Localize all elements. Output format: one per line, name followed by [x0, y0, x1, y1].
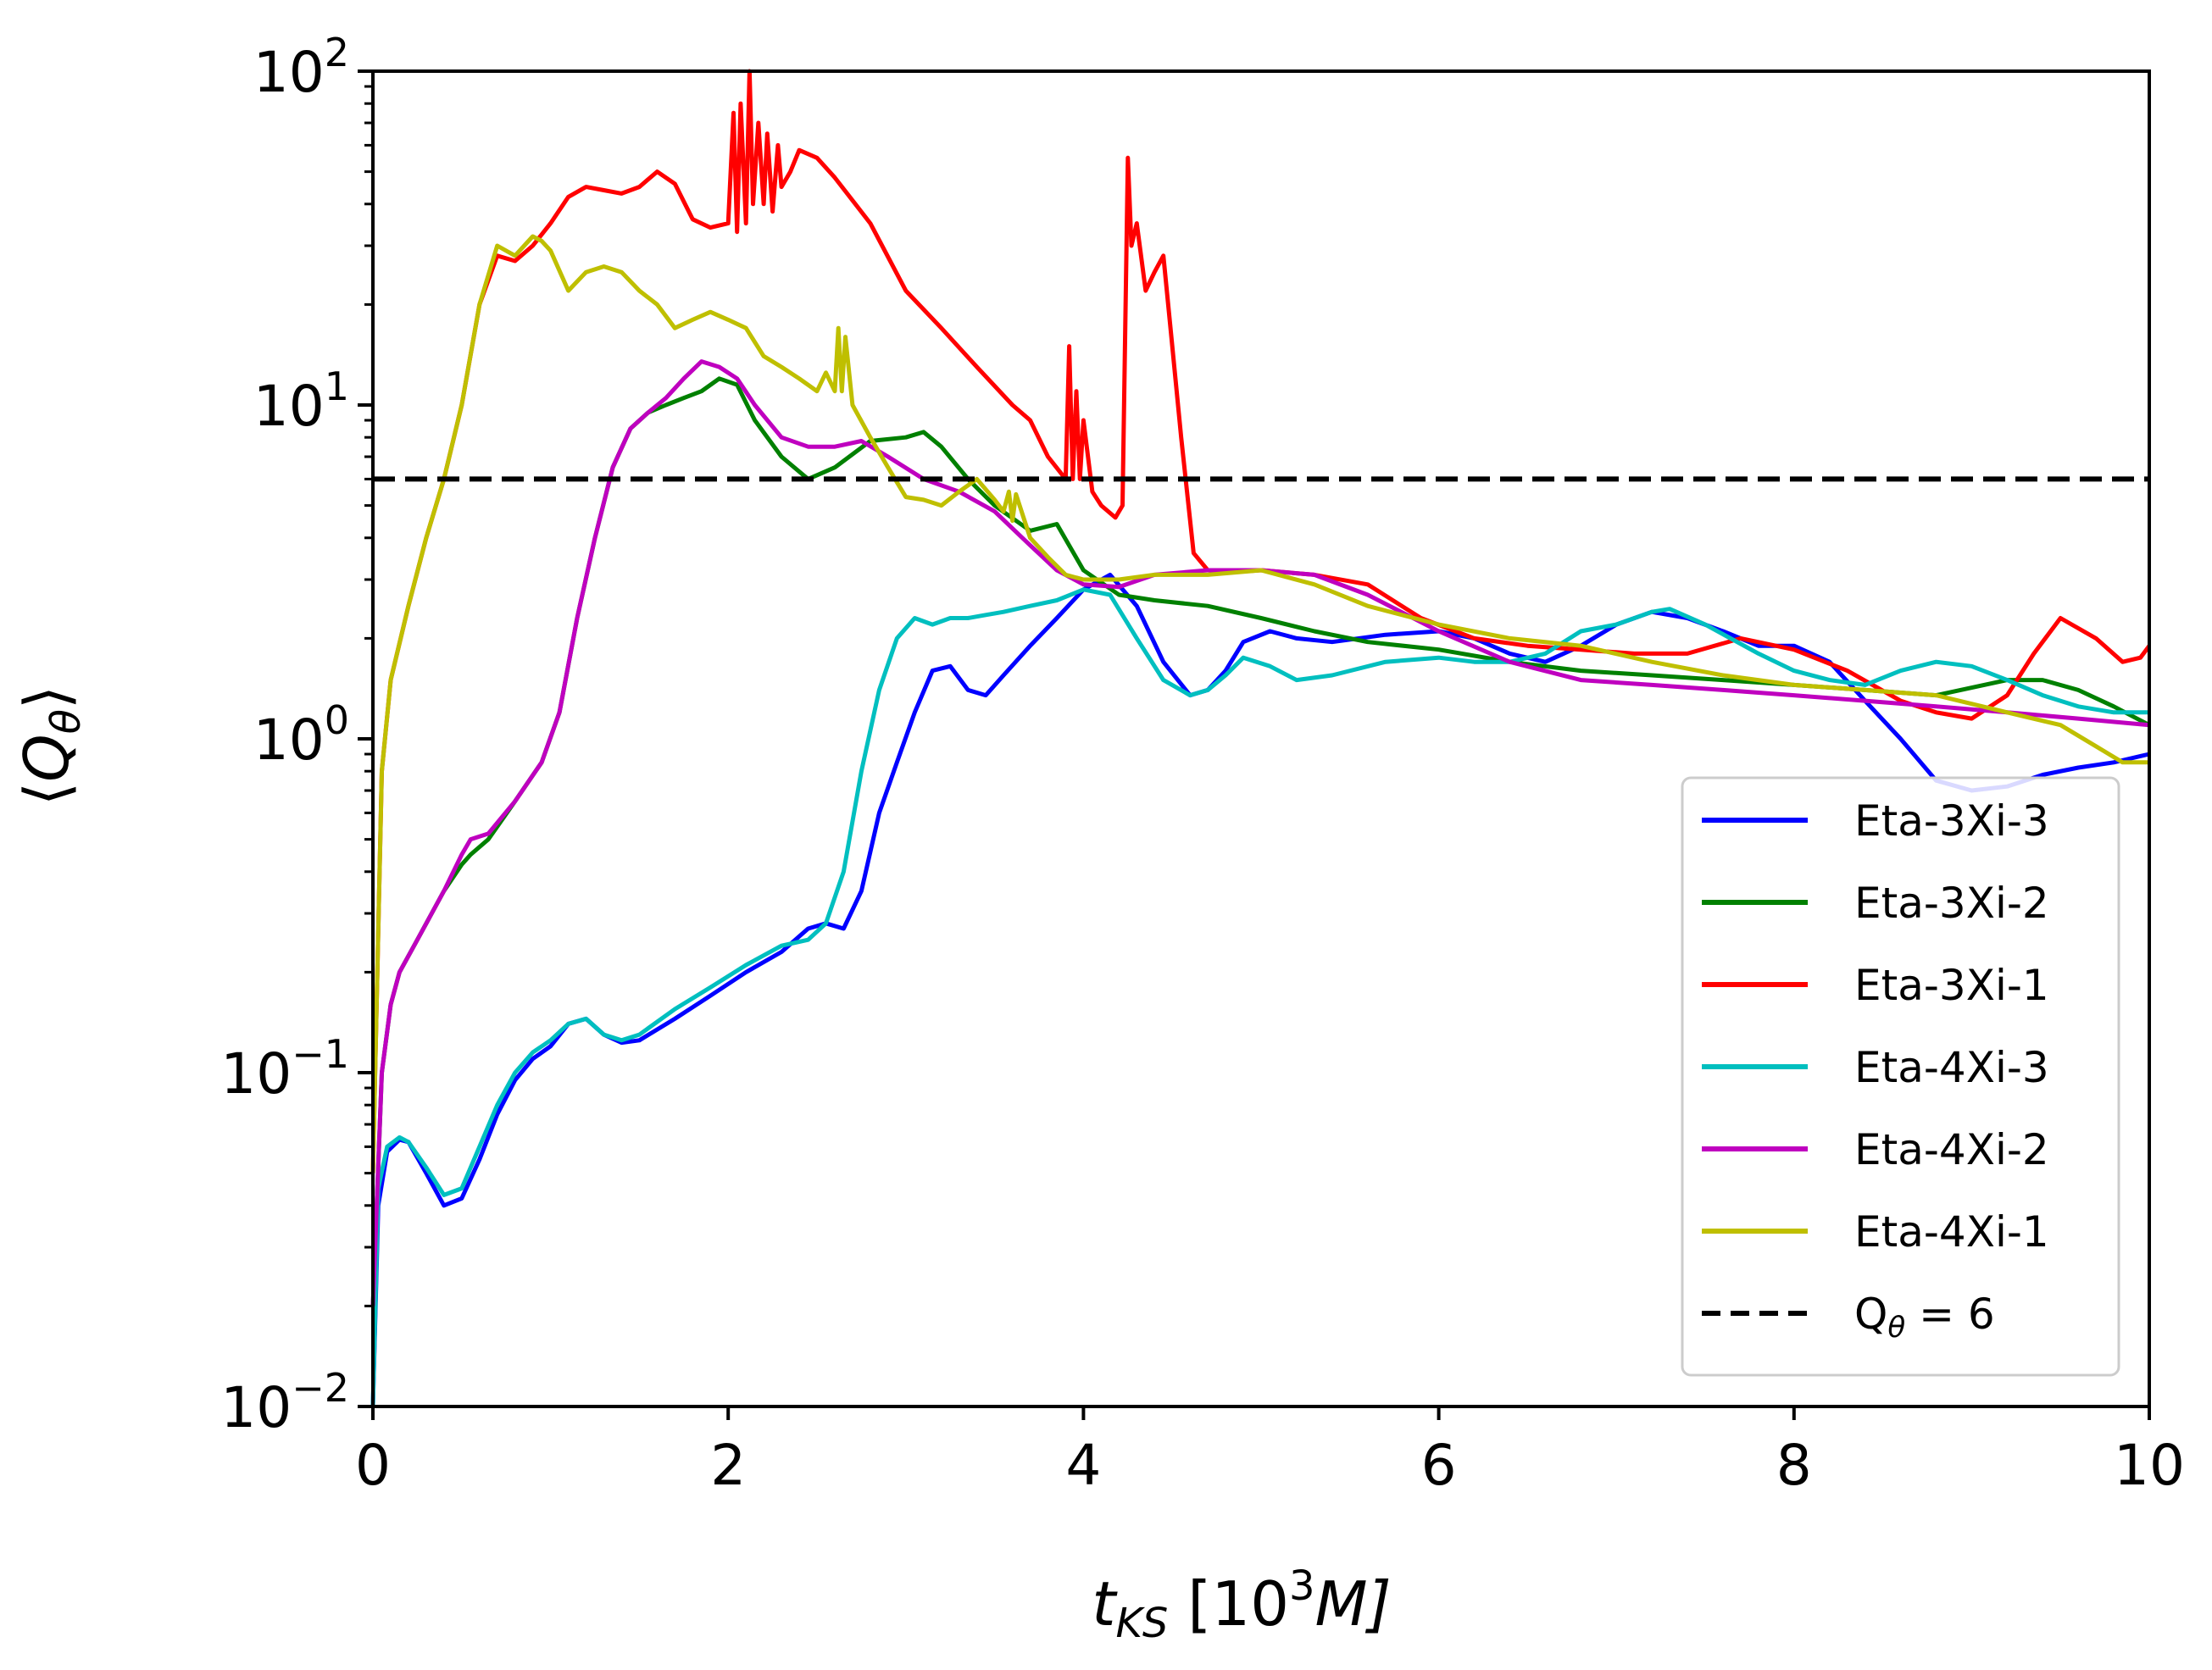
series-line-eta-4xi-2 — [370, 359, 2150, 1307]
y-axis-title: ⟨Qθ⟩ — [11, 685, 90, 806]
x-axis-title: tKS [103M] — [1092, 1562, 1392, 1647]
legend-label: Eta-4Xi-3 — [1854, 1043, 2049, 1092]
y-tick-label: 10−2 — [220, 1365, 349, 1440]
y-tick-label: 10−1 — [220, 1031, 349, 1107]
legend-label: Eta-4Xi-2 — [1854, 1125, 2049, 1174]
legend-items: Eta-3Xi-3 Eta-3Xi-2 Eta-3Xi-1 Eta-4Xi-3 Eta-… — [1702, 796, 2049, 1345]
series-line-eta-4xi-3 — [370, 587, 2149, 1407]
legend-label-reference: Qθ = 6 — [1854, 1290, 1995, 1345]
legend-label: Eta-4Xi-1 — [1854, 1207, 2049, 1257]
legend-frame — [1681, 776, 2120, 1377]
x-tick-label: 10 — [2114, 1433, 2185, 1498]
x-tick-label: 8 — [1776, 1433, 1812, 1498]
x-axis-ticks: 0 2 4 6 8 10 — [355, 1406, 2185, 1498]
legend-label: Eta-3Xi-1 — [1854, 961, 2049, 1010]
series-layer — [370, 69, 2151, 1407]
legend: Eta-3Xi-3 Eta-3Xi-2 Eta-3Xi-1 Eta-4Xi-3 Eta-… — [1681, 776, 2120, 1377]
x-tick-label: 6 — [1421, 1433, 1457, 1498]
x-tick-label: 0 — [355, 1433, 391, 1498]
y-tick-label: 100 — [253, 697, 349, 773]
legend-label: Eta-3Xi-3 — [1854, 796, 2049, 846]
y-tick-label: 101 — [253, 363, 349, 439]
x-tick-label: 2 — [710, 1433, 746, 1498]
y-axis-ticks: 102 101 100 10−1 10−2 — [220, 30, 373, 1440]
y-tick-label: 102 — [253, 30, 349, 105]
x-tick-label: 4 — [1065, 1433, 1101, 1498]
legend-label: Eta-3Xi-2 — [1854, 879, 2049, 928]
series-line-eta-4xi-1 — [370, 234, 2149, 1173]
